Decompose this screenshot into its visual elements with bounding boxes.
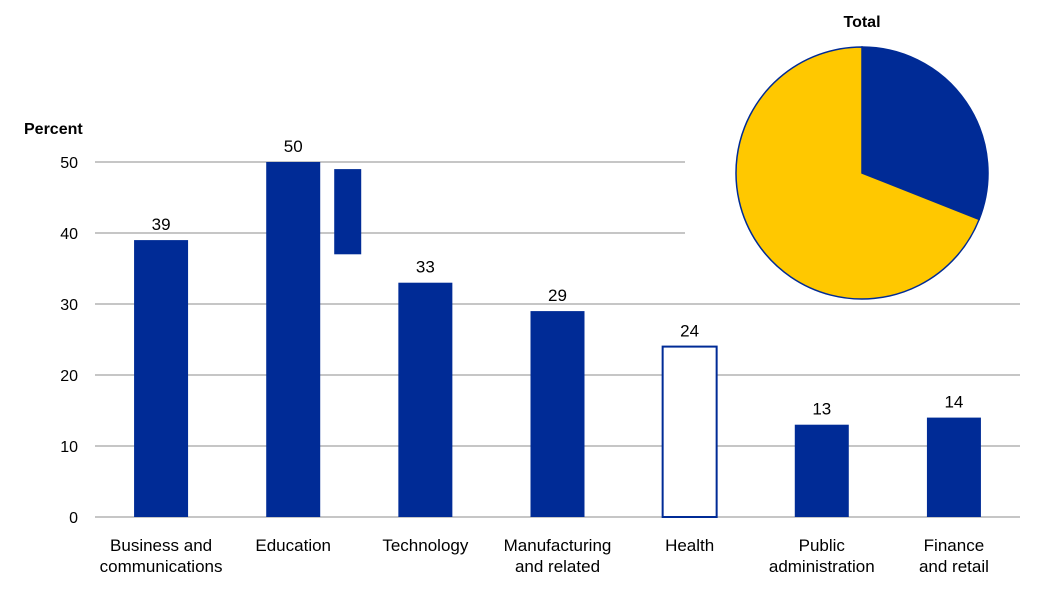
bar-value-label: 39 [152,215,171,234]
category-label: Finance [924,536,984,555]
bar-value-label: 33 [416,258,435,277]
y-tick-label: 40 [60,226,78,243]
y-axis-title: Percent [24,121,83,138]
y-tick-label: 30 [60,297,78,314]
bar-value-label: 14 [944,393,963,412]
category-label: Technology [382,536,469,555]
y-tick-label: 10 [60,439,78,456]
bar-5 [794,424,849,517]
category-label: Manufacturing [504,536,612,555]
y-tick-label: 50 [60,155,78,172]
category-label: administration [769,557,875,576]
category-label: Health [665,536,714,555]
category-label: Business and [110,536,212,555]
pie-slice-0 [861,46,989,221]
y-tick-label: 0 [69,510,78,527]
bar-value-label: 50 [284,137,303,156]
pie-slice-1 [735,46,981,300]
pie-title: Total [843,14,880,31]
category-label: and retail [919,557,989,576]
category-label: Education [255,536,331,555]
bar-value-label: 29 [548,286,567,305]
category-label: Public [799,536,846,555]
category-label: and related [515,557,600,576]
bar-2 [398,282,453,517]
bar-1 [266,162,321,517]
bar-4 [661,345,718,518]
range-mark [334,169,362,255]
bar-6 [926,417,981,517]
y-tick-label: 20 [60,368,78,385]
bar-0 [134,240,189,517]
category-label: communications [100,557,223,576]
bar-value-label: 13 [812,400,831,419]
bar-value-label: 24 [680,322,699,341]
bar-3 [530,311,585,517]
